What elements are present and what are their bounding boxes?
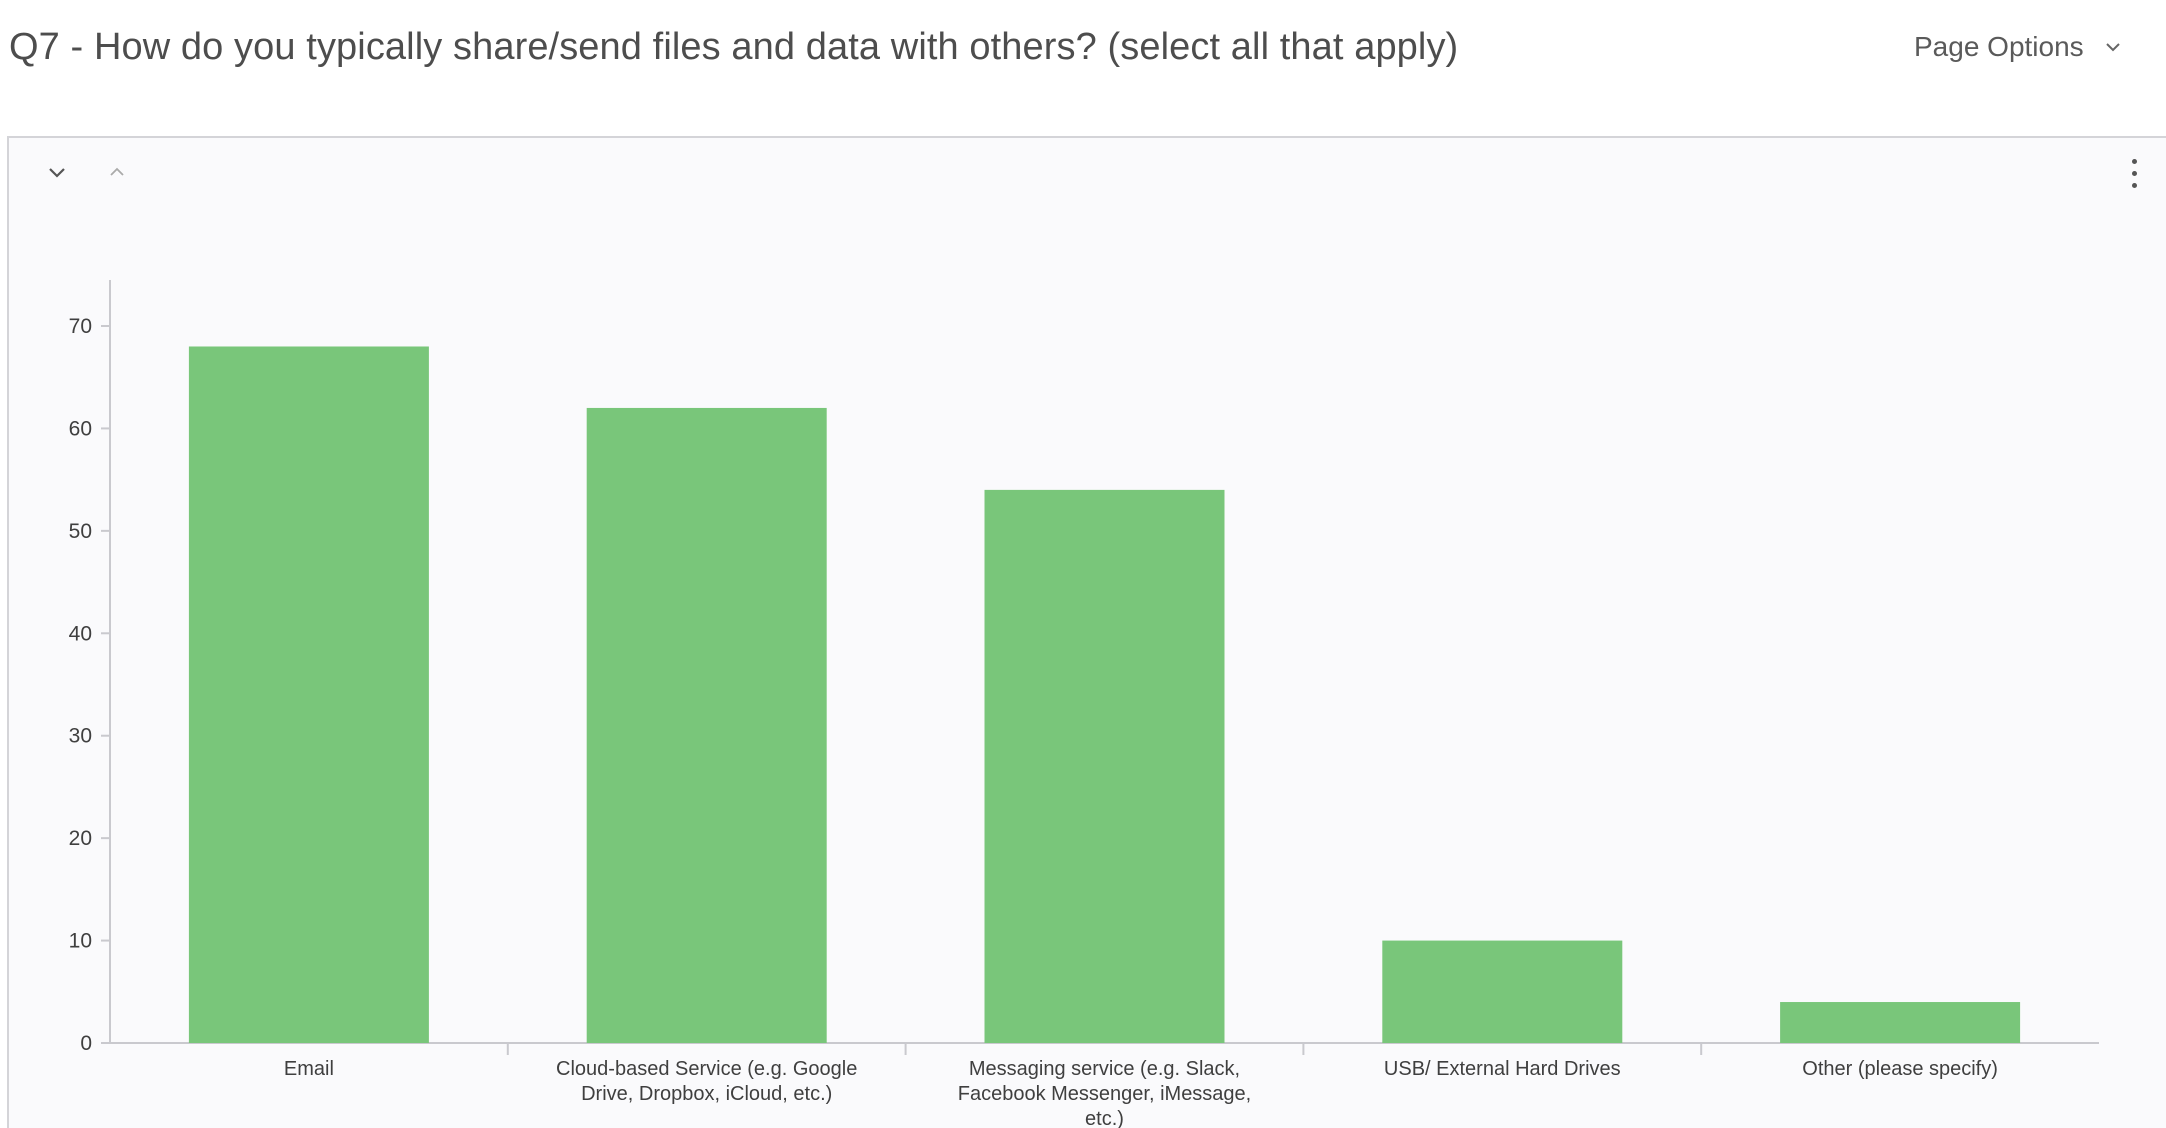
x-category-label: Messaging service (e.g. Slack, Facebook M… (958, 1058, 1252, 1128)
collapse-button[interactable] (39, 154, 75, 190)
y-tick-label: 0 (80, 1032, 92, 1055)
x-category-label: USB/ External Hard Drives (1384, 1058, 1621, 1080)
y-tick-label: 60 (69, 417, 92, 440)
x-category-label: Email (284, 1058, 334, 1080)
bar (984, 489, 1225, 1043)
x-category-label: Other (please specify) (1802, 1058, 1998, 1080)
expand-button[interactable] (99, 154, 135, 190)
bar (1382, 940, 1623, 1043)
y-tick-label: 20 (69, 827, 92, 850)
y-tick-label: 50 (69, 520, 92, 543)
bar (586, 407, 827, 1043)
chevron-up-icon (110, 167, 124, 176)
bar-chart: 0 10 20 30 40 50 60 70 Email Cloud-based Service … (69, 280, 2099, 1128)
bar (1780, 1002, 2021, 1043)
y-tick-label: 70 (69, 315, 92, 338)
page-options-dropdown[interactable]: Page Options (1914, 24, 2124, 70)
y-tick-label: 40 (69, 622, 92, 645)
question-title: Q7 - How do you typically share/send fil… (9, 26, 1459, 68)
y-tick-label: 30 (69, 725, 92, 748)
y-tick-label: 10 (69, 930, 92, 953)
page-options-label: Page Options (1914, 31, 2084, 62)
more-vertical-icon[interactable] (2119, 152, 2149, 194)
chevron-down-icon (49, 168, 65, 178)
chevron-down-icon (2105, 43, 2120, 52)
x-category-label: Cloud-based Service (e.g. Google Drive, D… (556, 1058, 857, 1105)
bar (188, 346, 429, 1043)
chart-panel: 0 10 20 30 40 50 60 70 Email Cloud-based Service … (7, 136, 2166, 1128)
